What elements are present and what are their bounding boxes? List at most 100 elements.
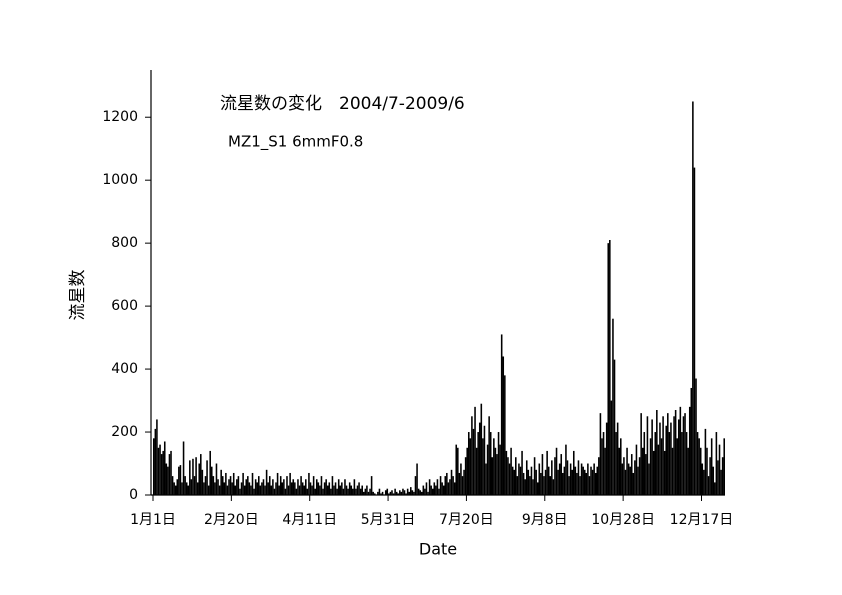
bar: [305, 479, 307, 495]
y-tick-label: 200: [111, 424, 138, 440]
bar: [413, 491, 415, 495]
bar: [425, 482, 428, 495]
bar: [311, 485, 313, 495]
bar: [361, 485, 363, 495]
bar: [621, 463, 624, 495]
bar: [469, 438, 472, 495]
bar: [505, 450, 508, 495]
bar: [290, 482, 293, 495]
bar: [630, 454, 633, 495]
bar: [160, 454, 163, 495]
bar: [533, 457, 536, 495]
bar: [518, 463, 520, 495]
bar: [275, 482, 277, 495]
bar: [599, 413, 602, 495]
bar: [654, 432, 657, 495]
bar: [513, 469, 516, 495]
bar: [278, 485, 280, 495]
bar: [228, 479, 230, 495]
bar: [530, 466, 533, 495]
bar: [402, 488, 404, 495]
x-tick-label: 5月31日: [361, 512, 416, 528]
bar: [566, 460, 569, 495]
bar: [195, 457, 197, 495]
bar: [546, 450, 548, 495]
bar: [510, 447, 512, 495]
bar: [328, 482, 331, 495]
bar: [225, 472, 227, 495]
bar: [279, 476, 282, 495]
bar: [248, 482, 251, 495]
bar: [557, 469, 559, 495]
bar: [646, 416, 649, 495]
bar: [433, 482, 436, 495]
bar: [594, 472, 597, 495]
bar: [659, 422, 661, 495]
bar: [204, 476, 207, 495]
bar: [380, 493, 382, 495]
bar: [527, 469, 530, 495]
bar: [640, 413, 642, 495]
bar: [662, 416, 664, 495]
bar: [710, 438, 713, 495]
bar: [449, 479, 451, 495]
bar: [635, 444, 638, 495]
bar: [588, 476, 591, 495]
bar: [295, 488, 298, 495]
bar: [395, 491, 398, 495]
bar: [609, 240, 611, 495]
bar: [214, 482, 216, 495]
bar: [447, 482, 450, 495]
bar: [182, 441, 185, 495]
bar: [342, 488, 345, 495]
bar: [446, 472, 448, 495]
bar: [671, 447, 674, 495]
bar: [167, 466, 169, 495]
bar: [681, 432, 683, 495]
bar: [714, 482, 716, 495]
bar: [687, 447, 689, 495]
bar: [679, 406, 682, 495]
bar: [273, 488, 276, 495]
bar: [405, 493, 407, 495]
chart-subtitle: MZ1_S1 6mmF0.8: [228, 133, 363, 152]
bar: [571, 469, 573, 495]
bar: [226, 485, 229, 495]
bar: [424, 488, 426, 495]
bar: [453, 482, 456, 495]
bar: [565, 444, 567, 495]
bar: [300, 476, 302, 495]
bar: [676, 438, 678, 495]
bar: [359, 488, 362, 495]
bar: [251, 472, 254, 495]
bar: [707, 476, 710, 495]
bar: [218, 485, 221, 495]
bar: [162, 450, 164, 495]
bar: [292, 479, 295, 495]
bar: [270, 485, 273, 495]
bar: [267, 482, 269, 495]
bar: [325, 479, 327, 495]
bar: [482, 438, 484, 495]
bar: [391, 490, 393, 495]
bar: [562, 472, 564, 495]
bar: [242, 472, 244, 495]
bar: [572, 450, 575, 495]
bar: [220, 469, 222, 495]
bar: [489, 432, 492, 495]
bar: [419, 490, 421, 495]
bar: [259, 485, 262, 495]
bar: [206, 460, 208, 495]
bar: [344, 479, 346, 495]
bar: [471, 416, 473, 495]
bar: [582, 466, 584, 495]
bar: [507, 457, 509, 495]
bar: [265, 469, 268, 495]
bar: [511, 466, 514, 495]
bar: [355, 488, 357, 495]
x-tick-label: 1月1日: [130, 512, 176, 528]
bar: [410, 487, 412, 495]
bar: [613, 359, 616, 495]
bar: [384, 490, 387, 495]
bar: [536, 482, 539, 495]
